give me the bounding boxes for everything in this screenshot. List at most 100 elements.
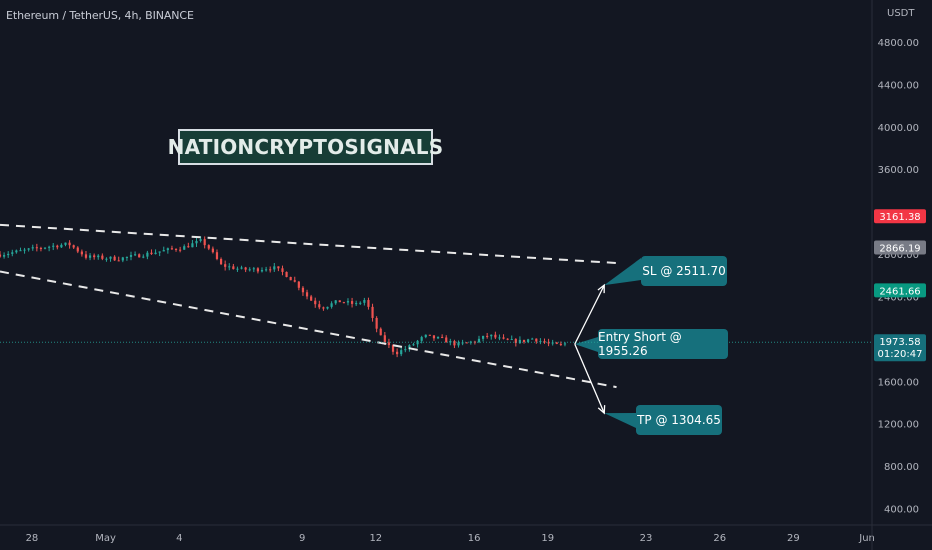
- candle-body: [76, 247, 79, 252]
- time-tick-label: 12: [369, 533, 382, 544]
- price-axis[interactable]: 4800.00 4400.00 4000.00 3600.00 2800.00 2400.…: [874, 38, 926, 516]
- price-tick-label: 3600.00: [878, 165, 919, 176]
- candle-body: [355, 303, 358, 305]
- candle-body: [170, 248, 174, 250]
- candle-body: [121, 257, 124, 261]
- candle-body: [379, 328, 382, 336]
- price-label-value: 2461.66: [879, 286, 920, 297]
- candle-body: [56, 245, 59, 248]
- candle-body: [277, 266, 280, 269]
- candle-body: [125, 256, 129, 258]
- candle-body: [158, 251, 161, 253]
- candle-body: [457, 342, 460, 346]
- candle-body: [502, 337, 505, 339]
- price-tick-label: 4400.00: [878, 80, 919, 91]
- price-tick-label: 400.00: [884, 505, 919, 516]
- candle-body: [318, 304, 321, 308]
- take-profit-arrow[interactable]: [574, 343, 605, 414]
- candle-body: [412, 344, 415, 346]
- candle-body: [293, 280, 296, 282]
- candle-body: [88, 255, 92, 258]
- candle-body: [68, 242, 71, 246]
- candle-body: [522, 339, 526, 342]
- candle-body: [166, 248, 169, 251]
- candle-body: [252, 268, 255, 270]
- candle-body: [436, 336, 440, 339]
- entry-short-callout[interactable]: Entry Short @ 1955.26: [598, 329, 728, 359]
- candle-body: [113, 256, 116, 261]
- candle-body: [133, 254, 137, 256]
- candle-body: [215, 252, 219, 259]
- brand-watermark: NATIONCRYPTOSIGNALS: [168, 129, 443, 165]
- time-axis[interactable]: 28 May 4 9 12 16 19 23 26 29 Jun: [26, 533, 875, 544]
- candle-body: [138, 254, 141, 258]
- candle-body: [109, 256, 112, 259]
- price-label-value: 3161.38: [879, 212, 920, 223]
- candle-body: [445, 337, 448, 343]
- upper-trendline[interactable]: [0, 223, 617, 265]
- candle-body: [19, 250, 22, 252]
- candle-body: [248, 269, 251, 271]
- candle-body: [424, 334, 427, 338]
- candle-body: [527, 339, 530, 342]
- candle-body: [142, 256, 145, 258]
- candle-body: [191, 243, 194, 248]
- candle-body: [195, 240, 198, 244]
- stop-loss-callout[interactable]: SL @ 2511.70: [641, 256, 727, 286]
- candle-body: [97, 255, 100, 258]
- candle-body: [305, 292, 309, 297]
- candle-body: [486, 335, 489, 337]
- candle-body: [555, 342, 558, 344]
- candle-body: [453, 341, 456, 346]
- candle-body: [490, 334, 493, 337]
- candle-body: [129, 255, 133, 257]
- candle-body: [150, 252, 153, 255]
- candle-body: [518, 339, 522, 344]
- price-label-box: [874, 209, 926, 224]
- price-label-box: [874, 334, 926, 362]
- candle-body: [301, 287, 305, 293]
- price-tick-label: 4000.00: [878, 123, 919, 134]
- price-tick-label: 1200.00: [878, 420, 919, 431]
- candle-body: [469, 341, 472, 343]
- price-axis-unit[interactable]: USDT: [887, 8, 915, 19]
- candle-body: [359, 302, 362, 304]
- candle-body: [428, 334, 431, 336]
- take-profit-callout[interactable]: TP @ 1304.65: [636, 405, 722, 435]
- candle-body: [224, 264, 227, 267]
- price-tick-label: 1600.00: [878, 377, 919, 388]
- stop-loss-arrow[interactable]: [574, 284, 605, 345]
- candle-body: [420, 337, 423, 341]
- candle-body: [477, 338, 481, 343]
- candle-body: [441, 336, 444, 338]
- candle-body: [236, 268, 239, 270]
- symbol-title[interactable]: Ethereum / TetherUS, 4h, BINANCE: [6, 9, 194, 22]
- candle-body: [396, 351, 399, 355]
- price-label-value: 2866.19: [879, 244, 920, 255]
- price-tick-label: 2400.00: [878, 292, 919, 303]
- candle-body: [256, 268, 260, 272]
- candle-body: [400, 350, 403, 355]
- candle-body: [322, 307, 325, 309]
- candle-body: [342, 302, 345, 304]
- candle-body: [7, 253, 10, 256]
- time-tick-label: 9: [299, 533, 305, 544]
- candle-body: [494, 334, 497, 338]
- candle-body: [531, 338, 534, 340]
- candle-body: [146, 252, 149, 257]
- time-tick-label: Jun: [858, 533, 875, 544]
- candle-body: [187, 246, 190, 248]
- candle-body: [551, 342, 554, 344]
- candle-body: [64, 242, 67, 245]
- candle-body: [285, 271, 288, 278]
- candle-body: [375, 317, 378, 329]
- candle-body: [260, 270, 264, 272]
- take-profit-pointer: [604, 413, 636, 428]
- candle-body: [203, 239, 206, 246]
- candle-body: [101, 255, 104, 259]
- candle-body: [367, 299, 370, 307]
- lower-trendline[interactable]: [0, 270, 617, 389]
- candle-body: [465, 342, 468, 344]
- time-tick-label: 26: [713, 533, 726, 544]
